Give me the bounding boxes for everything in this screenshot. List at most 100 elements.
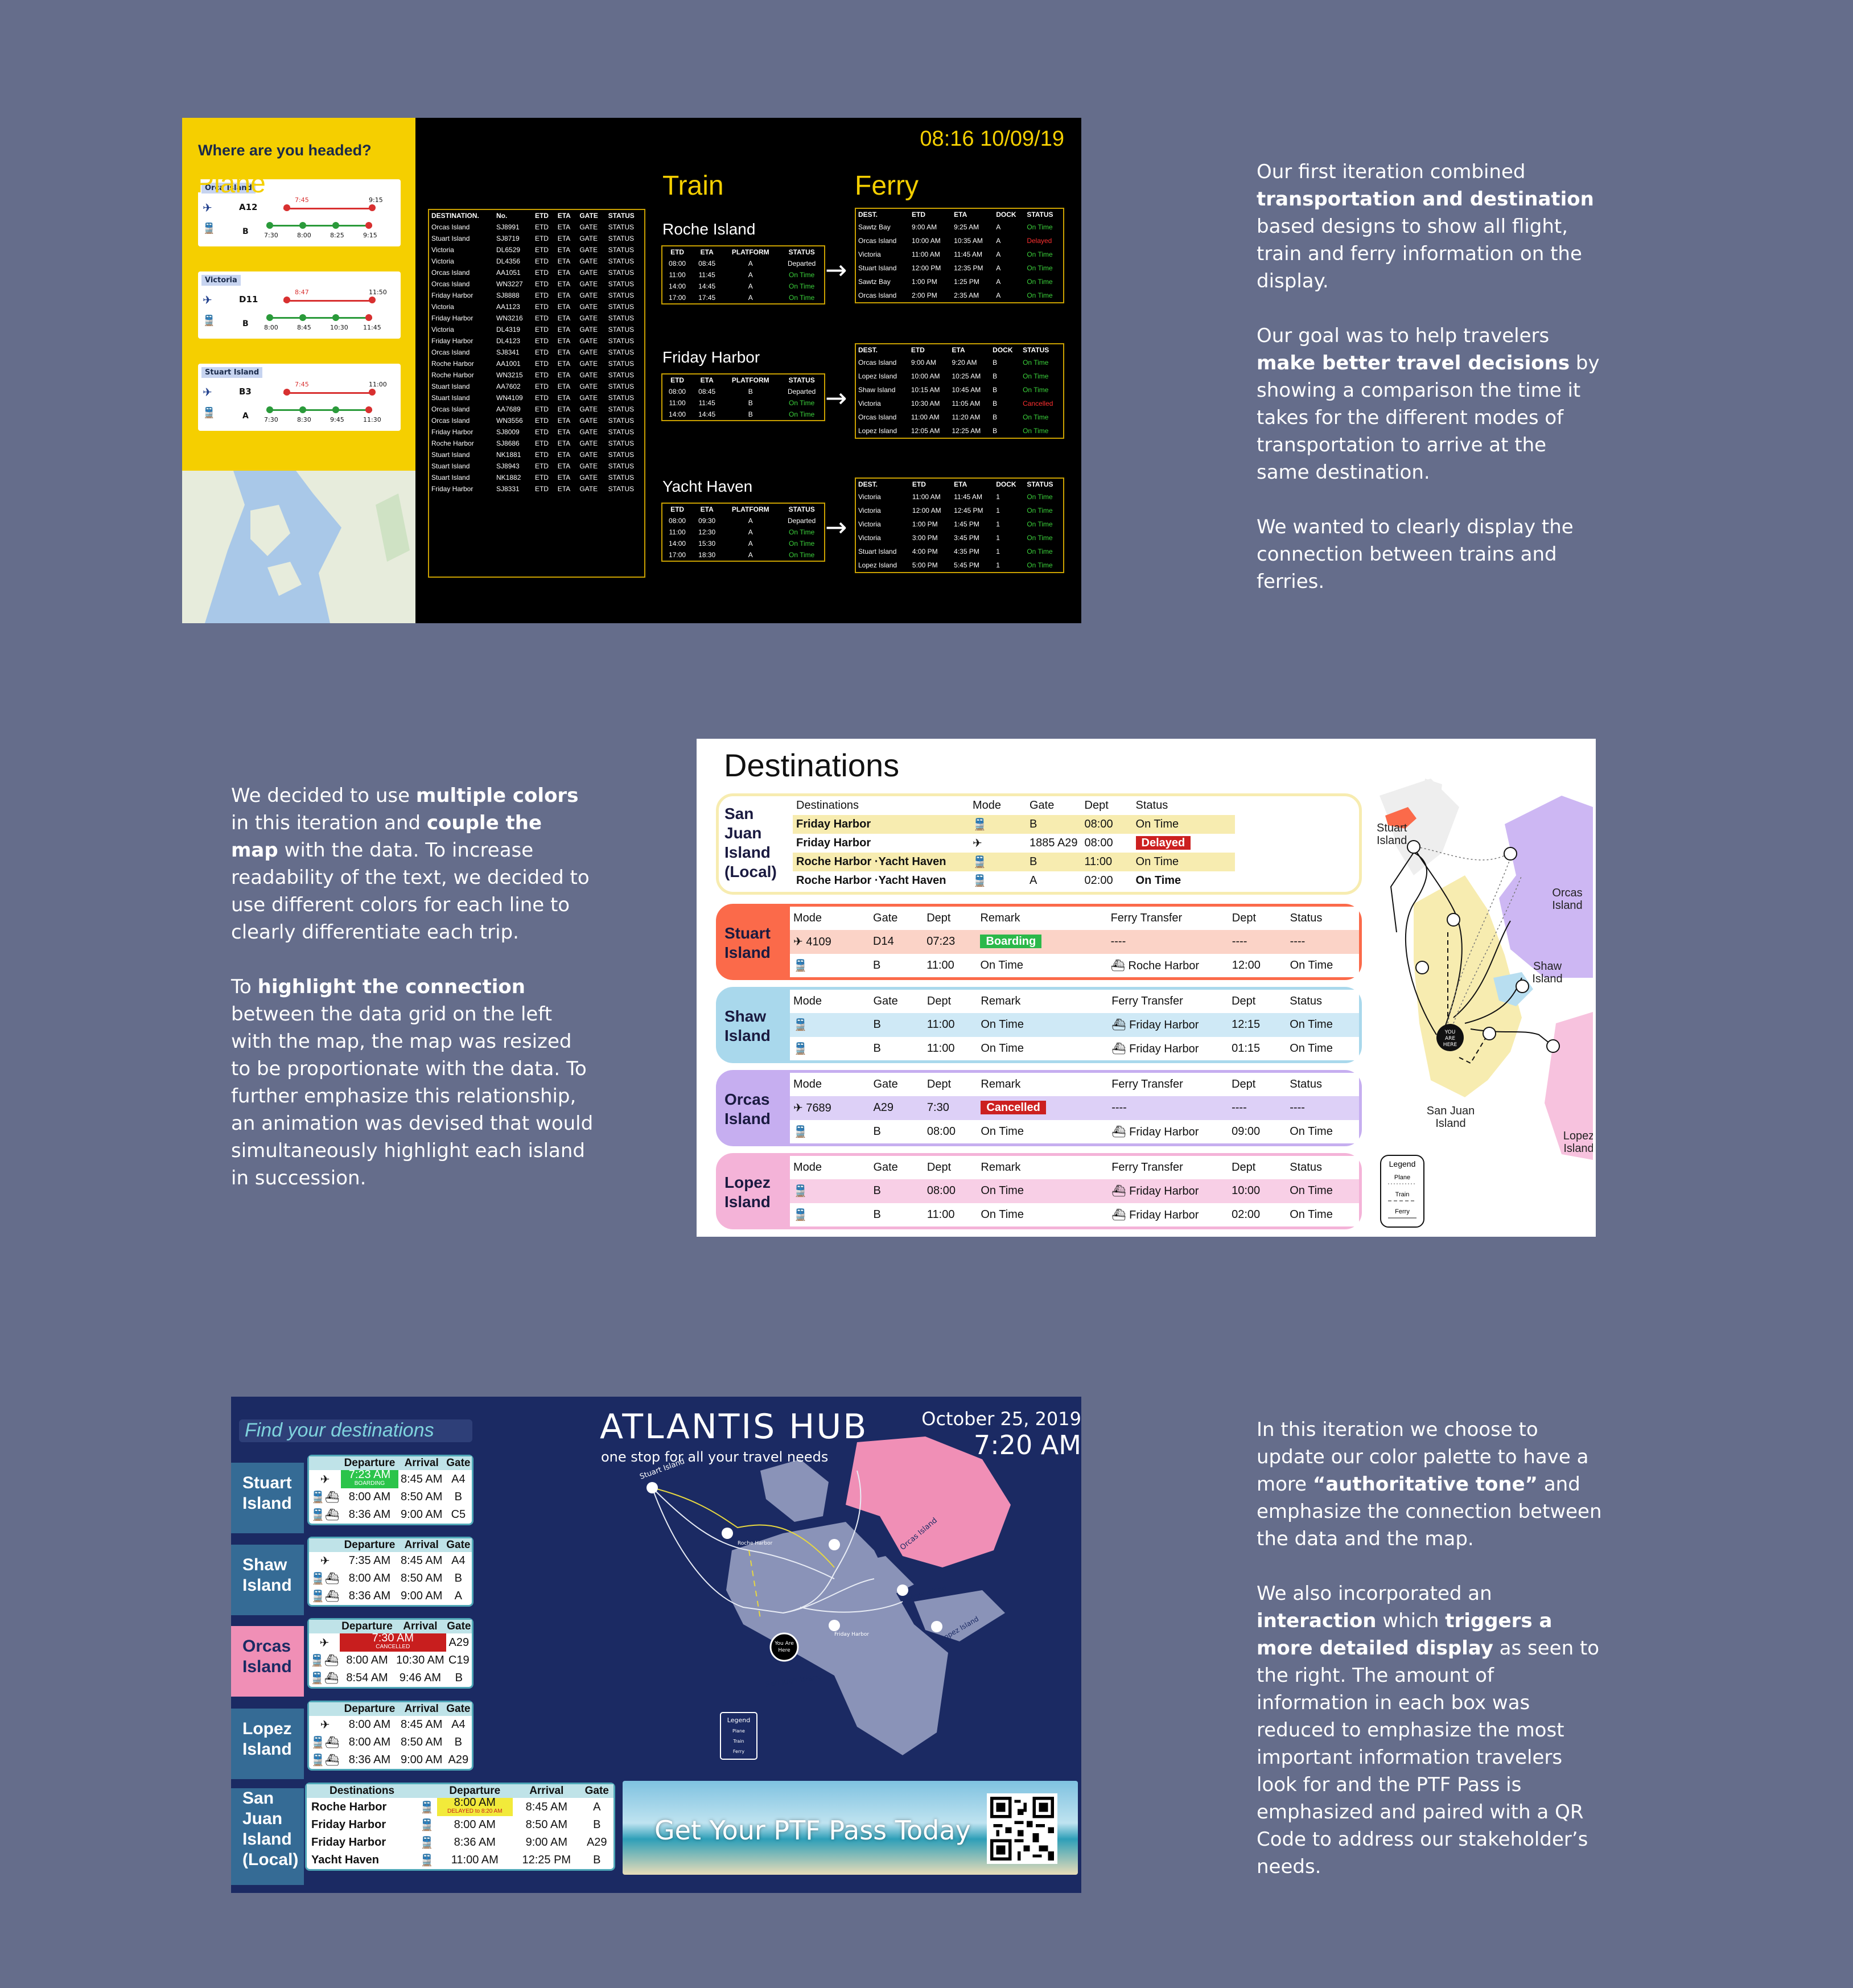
table-row[interactable]: ✈ 7:23 AM BOARDING 8:45 AM A4 [309,1469,472,1488]
table-row[interactable]: Friday Harbor SJ8888 ETD ETA GATE STATUS [429,290,644,301]
group-san-juan-local[interactable]: San Juan Island (Local) Destinations Mode… [716,793,1362,895]
table-row[interactable]: Roche Harbor SJ8686 ETD ETA GATE STATUS [429,438,644,449]
table-row[interactable]: 14:00 14:45 A On Time [662,281,824,292]
qr-code[interactable] [987,1793,1057,1864]
group-lopez-island[interactable]: Lopez Island Mode Gate Dept Remark Ferry Tran… [716,1153,1362,1229]
table-row[interactable]: Lopez Island 12:05 AM 12:25 AM B On Time [856,424,1063,438]
table-row[interactable]: 🚆 B 11:00 On Time ⛴ Friday Harbor 02:00 On Tim… [790,1203,1359,1226]
table-row[interactable]: Victoria 1:00 PM 1:45 PM 1 On Time [856,517,1063,531]
group-box[interactable]: Departure Arrival Gate ✈ 8:00 AM 8:45 AM A4 🚆⛴ 8… [307,1701,473,1771]
table-row[interactable]: ✈ 7:35 AM 8:45 AM A4 [309,1552,472,1570]
table-row[interactable]: Friday Harbor WN3216 ETD ETA GATE STATUS [429,312,644,324]
destination-card[interactable]: Stuart Island B3 A ✈ 🚆 7:45 11:00 7:30 8:30 9:45 1… [198,364,401,431]
table-row[interactable]: Victoria 3:00 PM 3:45 PM 1 On Time [856,531,1063,545]
table-row[interactable]: 🚆⛴ 8:36 AM 9:00 AM A29 [309,1751,472,1769]
group-label-shaw-island[interactable]: Shaw Island [231,1545,304,1615]
table-row[interactable]: 🚆⛴ 8:00 AM 8:50 AM B [309,1488,472,1506]
table-row[interactable]: Stuart Island SJ8943 ETD ETA GATE STATUS [429,460,644,472]
table-row[interactable]: Victoria DL4356 ETD ETA GATE STATUS [429,256,644,267]
table-row[interactable]: ✈ 8:00 AM 8:45 AM A4 [309,1716,472,1734]
table-row[interactable]: Orcas Island 10:00 AM 10:35 AM A Delayed [856,234,1063,248]
table-row[interactable]: Friday Harbor 🚆 B 08:00 On Time [793,815,1235,834]
table-row[interactable]: Victoria 12:00 AM 12:45 PM 1 On Time [856,504,1063,517]
table-row[interactable]: 11:00 12:30 A On Time [662,526,824,538]
table-row[interactable]: Orcas Island 2:00 PM 2:35 AM A On Time [856,289,1063,302]
table-row[interactable]: Stuart Island 4:00 PM 4:35 PM 1 On Time [856,545,1063,558]
table-row[interactable]: Friday Harbor SJ8331 ETD ETA GATE STATUS [429,483,644,495]
destination-card[interactable]: Orca Island A12 B ✈ 🚆 7:45 9:15 7:30 8:00 8:25 9:1… [198,179,401,246]
table-row[interactable]: Victoria DL4319 ETD ETA GATE STATUS [429,324,644,335]
group-label-stuart-island[interactable]: Stuart Island [231,1463,304,1533]
group-label-orcas-island[interactable]: Orcas Island [231,1626,304,1697]
table-row[interactable]: 14:00 15:30 A On Time [662,538,824,549]
table-row[interactable]: ✈ 4109 D14 07:23 Boarding ---- ---- ---- [790,930,1359,954]
group-box-san-juan[interactable]: Destinations Departure Arrival Gate Roche Ha… [305,1783,615,1871]
table-row[interactable]: 08:00 08:45 A Departed [662,258,824,269]
table-row[interactable]: 🚆 B 11:00 On Time ⛴ Roche Harbor 12:00 On Time [790,954,1359,977]
table-row[interactable]: Victoria 11:00 AM 11:45 AM A On Time [856,248,1063,261]
table-row[interactable]: 11:00 11:45 B On Time [662,397,824,409]
table-row[interactable]: 17:00 17:45 A On Time [662,292,824,303]
group-label-lopez-island[interactable]: Lopez Island [231,1709,304,1779]
table-row[interactable]: 🚆 B 08:00 On Time ⛴ Friday Harbor 09:00 On Tim… [790,1120,1359,1143]
table-row[interactable]: Orcas Island AA1051 ETD ETA GATE STATUS [429,267,644,278]
table-row[interactable]: Lopez Island 5:00 PM 5:45 PM 1 On Time [856,558,1063,572]
table-row[interactable]: Stuart Island SJ8719 ETD ETA GATE STATUS [429,233,644,244]
table-row[interactable]: 🚆⛴ 8:00 AM 10:30 AM C19 [309,1652,472,1669]
table-row[interactable]: Victoria 10:30 AM 11:05 AM B Cancelled [856,397,1063,410]
table-row[interactable]: Orcas Island 9:00 AM 9:20 AM B On Time [856,356,1063,369]
table-row[interactable]: Roche Harbor AA1001 ETD ETA GATE STATUS [429,358,644,369]
table-row[interactable]: 14:00 14:45 B On Time [662,409,824,420]
table-row[interactable]: 🚆 B 08:00 On Time ⛴ Friday Harbor 10:00 On Tim… [790,1179,1359,1203]
table-row[interactable]: Stuart Island NK1881 ETD ETA GATE STATUS [429,449,644,460]
group-box[interactable]: Departure Arrival Gate ✈ 7:30 AM CANCELLED A29… [307,1618,473,1689]
group-shaw-island[interactable]: Shaw Island Mode Gate Dept Remark Ferry Trans… [716,987,1362,1063]
table-row[interactable]: 🚆⛴ 8:36 AM 9:00 AM C5 [309,1506,472,1524]
table-row[interactable]: Friday Harbor 🚆 8:00 AM 8:50 AM B [307,1816,613,1834]
island-map[interactable]: YOU ARE HERE Stuart Island Orcas Island … [1374,762,1594,1234]
table-row[interactable]: 11:00 11:45 A On Time [662,269,824,281]
table-row[interactable]: 🚆⛴ 8:00 AM 8:50 AM B [309,1570,472,1587]
table-row[interactable]: Friday Harbor ✈ 1885 A29 08:00 Delayed [793,834,1235,853]
table-row[interactable]: Roche Harbor ·Yacht Haven 🚆 A 02:00 On Time [793,871,1235,890]
table-row[interactable]: Victoria 11:00 AM 11:45 AM 1 On Time [856,490,1063,504]
table-row[interactable]: Stuart Island WN4109 ETD ETA GATE STATUS [429,392,644,404]
destination-card[interactable]: Victoria D11 B ✈ 🚆 8:47 11:50 8:00 8:45 10:30 11:4… [198,271,401,339]
table-row[interactable]: 🚆⛴ 8:54 AM 9:46 AM B [309,1669,472,1687]
table-row[interactable]: Sawtz Bay 9:00 AM 9:25 AM A On Time [856,220,1063,234]
table-row[interactable]: Orcas Island WN3556 ETD ETA GATE STATUS [429,415,644,426]
table-row[interactable]: Orcas Island 11:00 AM 11:20 AM B On Time [856,410,1063,424]
table-row[interactable]: Orcas Island WN3227 ETD ETA GATE STATUS [429,278,644,290]
table-row[interactable]: Roche Harbor 🚆 8:00 AM DELAYED to 8:20 AM 8:… [307,1797,613,1816]
table-row[interactable]: 🚆⛴ 8:00 AM 8:50 AM B [309,1734,472,1751]
table-row[interactable]: Orcas Island AA7689 ETD ETA GATE STATUS [429,404,644,415]
table-row[interactable]: Shaw Island 10:15 AM 10:45 AM B On Time [856,383,1063,397]
table-row[interactable]: Orcas Island SJ8991 ETD ETA GATE STATUS [429,221,644,233]
table-row[interactable]: Lopez Island 10:00 AM 10:25 AM B On Time [856,369,1063,383]
table-row[interactable]: Friday Harbor 🚆 8:36 AM 9:00 AM A29 [307,1834,613,1851]
table-row[interactable]: 08:00 08:45 B Departed [662,386,824,397]
island-map[interactable]: You Are Here Stuart Island Orcas Island … [595,1437,1081,1778]
table-row[interactable]: ✈ 7:30 AM CANCELLED A29 [309,1632,472,1652]
table-row[interactable]: 🚆 B 11:00 On Time ⛴ Friday Harbor 01:15 On Tim… [790,1037,1359,1060]
table-row[interactable]: Stuart Island 12:00 PM 12:35 PM A On Time [856,261,1063,275]
table-row[interactable]: ✈ 7689 A29 7:30 Cancelled ---- ---- ---- [790,1096,1359,1120]
table-row[interactable]: Friday Harbor DL4123 ETD ETA GATE STATUS [429,335,644,347]
group-box[interactable]: Departure Arrival Gate ✈ 7:23 AM BOARDING 8:45… [307,1455,473,1525]
table-row[interactable]: 17:00 18:30 A On Time [662,549,824,561]
group-orcas-island[interactable]: Orcas Island Mode Gate Dept Remark Ferry Tran… [716,1070,1362,1146]
table-row[interactable]: Victoria DL6529 ETD ETA GATE STATUS [429,244,644,256]
table-row[interactable]: Stuart Island AA7602 ETD ETA GATE STATUS [429,381,644,392]
table-row[interactable]: Yacht Haven 🚆 11:00 AM 12:25 PM B [307,1851,613,1869]
table-row[interactable]: Sawtz Bay 1:00 PM 1:25 PM A On Time [856,275,1063,289]
table-row[interactable]: Roche Harbor ·Yacht Haven 🚆 B 11:00 On Time [793,853,1235,871]
group-stuart-island[interactable]: Stuart Island Mode Gate Dept Remark Ferry Tra… [716,904,1362,980]
table-row[interactable]: 08:00 09:30 A Departed [662,515,824,526]
table-row[interactable]: 🚆 B 11:00 On Time ⛴ Friday Harbor 12:15 On Tim… [790,1013,1359,1037]
table-row[interactable]: Stuart Island NK1882 ETD ETA GATE STATUS [429,472,644,483]
table-row[interactable]: Victoria AA1123 ETD ETA GATE STATUS [429,301,644,312]
table-row[interactable]: Orcas Island SJ8341 ETD ETA GATE STATUS [429,347,644,358]
area-map[interactable] [182,471,415,623]
table-row[interactable]: Roche Harbor WN3215 ETD ETA GATE STATUS [429,369,644,381]
group-box[interactable]: Departure Arrival Gate ✈ 7:35 AM 8:45 AM A4 🚆⛴ 8… [307,1537,473,1607]
